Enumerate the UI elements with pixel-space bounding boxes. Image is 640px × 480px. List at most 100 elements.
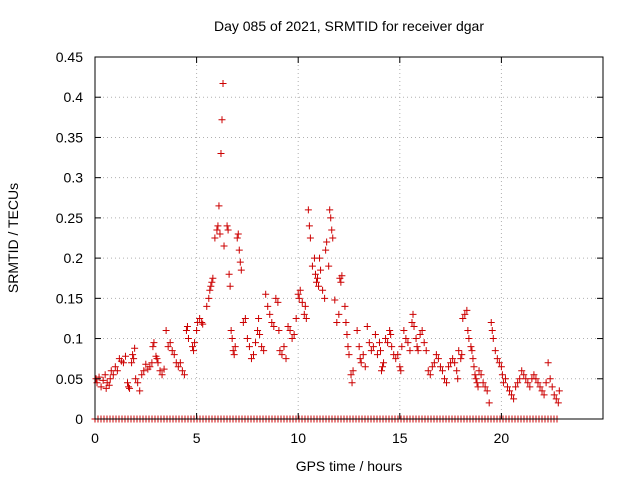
plot-frame <box>94 56 604 420</box>
y-axis-label: SRMTID / TECUs <box>5 183 21 293</box>
data-point <box>140 367 148 375</box>
data-point <box>113 367 121 375</box>
data-point <box>107 367 115 375</box>
data-point <box>290 331 298 339</box>
data-point <box>333 318 341 326</box>
data-point <box>477 371 485 379</box>
data-point <box>278 351 286 359</box>
data-point <box>445 363 453 371</box>
data-point <box>514 379 522 387</box>
x-tick-label: 0 <box>91 430 99 446</box>
data-point <box>125 383 133 391</box>
data-point <box>554 399 562 407</box>
data-point <box>121 352 129 360</box>
data-point <box>493 355 501 363</box>
data-point <box>176 359 184 367</box>
data-point <box>198 318 206 326</box>
data-point <box>498 371 506 379</box>
data-point <box>249 351 257 359</box>
data-point <box>538 387 546 395</box>
data-point <box>247 355 255 363</box>
data-point <box>353 327 361 335</box>
data-point <box>305 222 313 230</box>
data-point <box>542 379 550 387</box>
data-point <box>233 234 241 242</box>
data-point <box>552 395 560 403</box>
data-point <box>149 343 157 351</box>
data-point <box>328 226 336 234</box>
data-point <box>268 318 276 326</box>
data-point <box>369 343 377 351</box>
data-point <box>294 290 302 298</box>
data-point <box>400 327 408 335</box>
data-point <box>323 238 331 246</box>
data-point <box>311 270 319 278</box>
data-point <box>464 327 472 335</box>
data-point <box>101 371 109 379</box>
data-point <box>166 339 174 347</box>
data-point <box>465 335 473 343</box>
data-point <box>376 347 384 355</box>
data-point <box>225 270 233 278</box>
data-point <box>276 347 284 355</box>
data-point <box>345 351 353 359</box>
x-tick-label: 10 <box>290 430 306 446</box>
data-point <box>474 383 482 391</box>
data-point <box>331 296 339 304</box>
data-point <box>532 375 540 383</box>
data-point <box>275 327 283 335</box>
data-point <box>220 242 228 250</box>
data-point <box>392 355 400 363</box>
data-point <box>516 375 524 383</box>
data-point <box>348 379 356 387</box>
data-point <box>245 343 253 351</box>
data-point <box>412 335 420 343</box>
data-point <box>207 282 215 290</box>
data-point <box>105 381 113 389</box>
data-point <box>130 355 138 363</box>
data-point <box>270 322 278 330</box>
data-point <box>473 379 481 387</box>
data-point <box>211 234 219 242</box>
data-point <box>355 343 363 351</box>
data-point <box>274 298 282 306</box>
data-point <box>218 116 226 124</box>
data-point <box>322 246 330 254</box>
x-tick-label: 20 <box>494 430 510 446</box>
data-point <box>230 351 238 359</box>
y-tick-label: 0.15 <box>56 290 83 306</box>
y-tick-label: 0.2 <box>64 250 84 266</box>
data-point <box>387 331 395 339</box>
data-point <box>506 387 514 395</box>
data-point <box>356 355 364 363</box>
data-point <box>472 375 480 383</box>
data-point <box>510 395 518 403</box>
data-point <box>156 367 164 375</box>
data-point <box>441 375 449 383</box>
data-point <box>234 230 242 238</box>
data-point <box>213 226 221 234</box>
data-point <box>534 379 542 387</box>
data-point <box>420 339 428 347</box>
data-point <box>550 391 558 399</box>
data-point <box>479 379 487 387</box>
data-point <box>216 230 224 238</box>
data-point <box>436 363 444 371</box>
data-point <box>138 371 146 379</box>
data-point <box>146 363 154 371</box>
data-point <box>495 359 503 367</box>
chart-title: Day 085 of 2021, SRMTID for receiver dga… <box>214 18 484 34</box>
data-point <box>280 343 288 351</box>
data-point <box>312 278 320 286</box>
y-tick-label: 0.35 <box>56 129 83 145</box>
data-point <box>459 314 467 322</box>
data-point <box>148 359 156 367</box>
data-point <box>258 343 266 351</box>
data-point <box>388 343 396 351</box>
data-point <box>317 266 325 274</box>
data-point <box>304 206 312 214</box>
data-point <box>443 379 451 387</box>
data-point <box>308 262 316 270</box>
data-point <box>262 290 270 298</box>
data-point <box>508 391 516 399</box>
